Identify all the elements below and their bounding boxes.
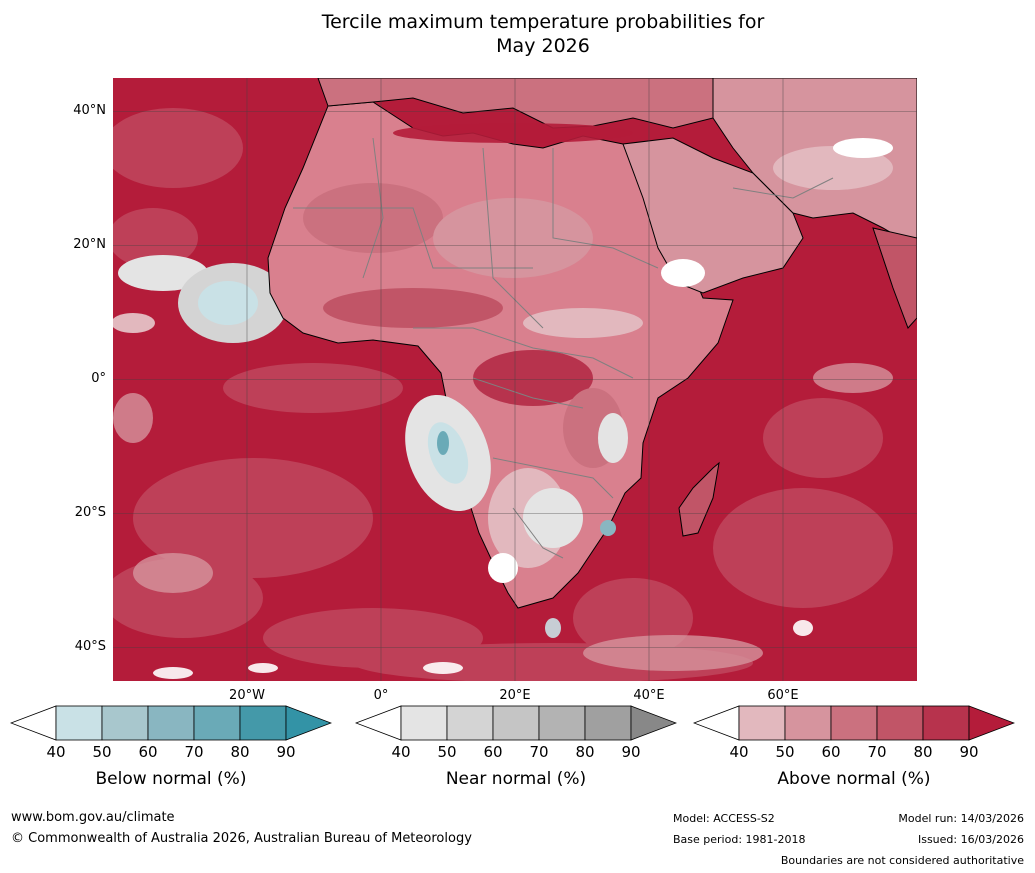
atlantic-pale-patch [113,255,288,343]
ocean-light-patches [113,363,893,671]
colorbar-near [355,705,677,741]
colorbar-segment [876,705,924,741]
colorbar-segment [446,705,494,741]
colorbar-tick-label: 80 [230,743,250,761]
gridlines [113,78,917,681]
website-link[interactable]: www.bom.gov.au/climate [11,810,175,825]
colorbar-segment [584,705,632,741]
colorbar-min-arrow [355,705,402,741]
colorbar-tick-label: 50 [775,743,795,761]
colorbar-segment [239,705,287,741]
colorbar-tick-label: 40 [729,743,749,761]
mediterranean [393,123,633,143]
iran-white [833,138,893,158]
colorbar-below-title: Below normal (%) [95,769,247,789]
probability-map [113,78,917,681]
map-canvas [113,78,917,681]
colorbar-tick-label: 70 [867,743,887,761]
lon-label: 40°E [633,688,665,703]
colorbar-segment [538,705,586,741]
colorbar-near-title: Near normal (%) [445,769,587,789]
colorbar-segment [922,705,970,741]
arabia-pale [661,259,705,287]
colorbar-tick-label: 40 [391,743,411,761]
colorbar-segment [492,705,540,741]
lat-label: 0° [91,370,106,386]
colorbar-above [693,705,1015,741]
colorbar-max-arrow [285,705,332,741]
colorbar-tick-label: 60 [821,743,841,761]
title-line-1: Tercile maximum temperature probabilitie… [321,11,765,33]
title-line-2: May 2026 [496,35,590,57]
colorbar-tick-label: 90 [621,743,641,761]
chart-title: Tercile maximum temperature probabilitie… [0,10,1035,58]
lat-label: 20°N [73,236,106,252]
colorbar-segment [55,705,103,741]
colorbar-tick-label: 70 [184,743,204,761]
lon-label: 20°W [229,688,265,703]
colorbar-segment [193,705,241,741]
model-text: Model: ACCESS-S2 [673,812,775,825]
colorbar-min-arrow [693,705,740,741]
colorbar-segment [784,705,832,741]
colorbar-above-title: Above normal (%) [777,769,931,789]
lat-label: 40°S [74,638,106,654]
colorbar-tick-label: 80 [575,743,595,761]
lon-label: 60°E [767,688,799,703]
madagascar [678,461,720,537]
disclaimer-text: Boundaries are not considered authoritat… [780,854,1024,867]
colorbar-tick-label: 50 [437,743,457,761]
colorbar-segment [738,705,786,741]
india [872,227,917,329]
copyright-text: © Commonwealth of Australia 2026, Austra… [11,831,472,846]
colorbar-segment [147,705,195,741]
lon-label: 20°E [499,688,531,703]
colorbar-tick-label: 90 [959,743,979,761]
colorbar-tick-label: 70 [529,743,549,761]
southern-spots [153,618,813,679]
lat-label: 20°S [74,504,106,520]
colorbar-tick-label: 60 [138,743,158,761]
colorbar-segment [830,705,878,741]
lon-label: 0° [373,688,389,703]
colorbar-below [10,705,332,741]
base-period-text: Base period: 1981-2018 [673,833,806,846]
country-borders [293,137,834,559]
colorbar-tick-label: 90 [276,743,296,761]
issued-text: Issued: 16/03/2026 [917,833,1024,846]
colorbar-segment [400,705,448,741]
colorbar-max-arrow [630,705,677,741]
colorbar-segment [101,705,149,741]
colorbar-max-arrow [968,705,1015,741]
colorbar-tick-label: 80 [913,743,933,761]
colorbar-min-arrow [10,705,57,741]
lat-label: 40°N [73,102,106,118]
namibia-coast-patch [405,394,491,512]
colorbar-tick-label: 60 [483,743,503,761]
colorbar-tick-label: 50 [92,743,112,761]
colorbar-tick-label: 40 [46,743,66,761]
model-run-text: Model run: 14/03/2026 [898,812,1024,825]
